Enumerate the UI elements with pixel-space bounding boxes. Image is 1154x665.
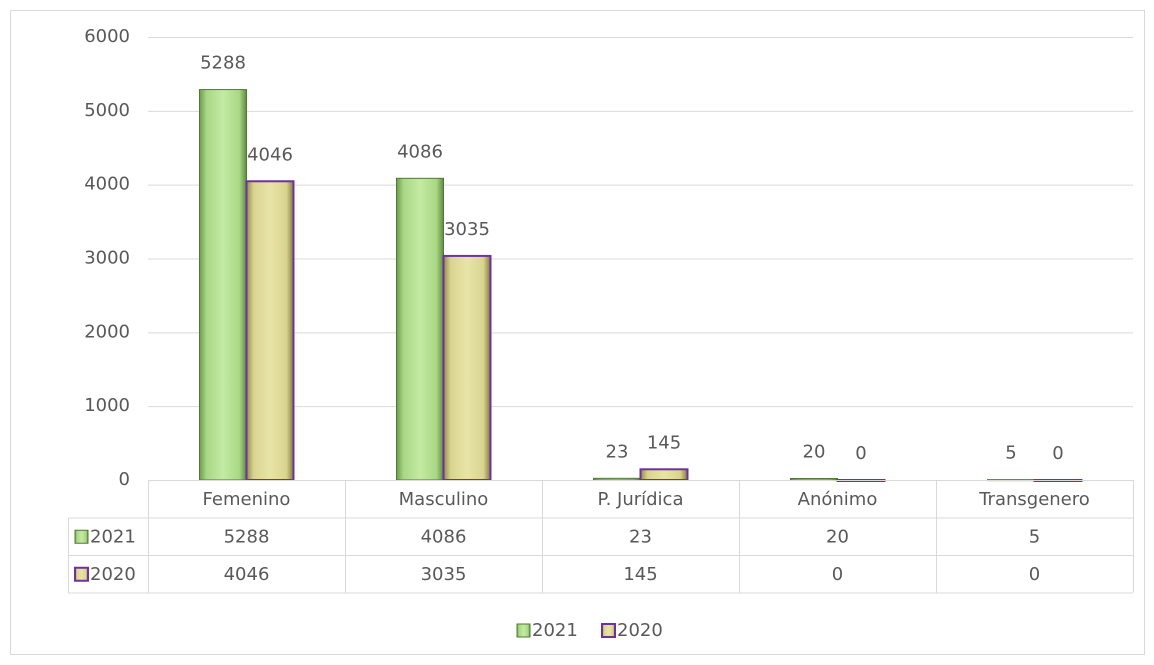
bar xyxy=(199,89,247,481)
legend-label: 2021 xyxy=(532,620,578,641)
table-legend-key xyxy=(74,566,89,582)
table-cell: 4086 xyxy=(421,526,467,547)
table-cell: 0 xyxy=(1029,564,1040,585)
table-row-header: 2021 xyxy=(90,526,136,547)
x-tick-label: Anónimo xyxy=(798,489,878,510)
data-label: 0 xyxy=(1052,443,1063,464)
x-tick-label: Transgenero xyxy=(978,489,1090,510)
bar xyxy=(790,478,838,481)
bar xyxy=(639,468,689,481)
table-cell: 5288 xyxy=(224,526,270,547)
y-tick-label: 6000 xyxy=(84,26,130,47)
data-label: 0 xyxy=(855,443,866,464)
table-cell: 0 xyxy=(832,564,843,585)
bar xyxy=(593,477,641,481)
data-label: 4046 xyxy=(247,144,293,165)
bar xyxy=(245,180,295,482)
legend-key xyxy=(601,623,616,638)
data-label: 4086 xyxy=(397,141,443,162)
data-label: 20 xyxy=(803,442,826,463)
bar xyxy=(442,254,492,481)
y-tick-label: 5000 xyxy=(84,100,130,121)
table-cell: 3035 xyxy=(421,564,467,585)
y-tick-label: 2000 xyxy=(84,321,130,342)
y-tick-label: 4000 xyxy=(84,174,130,195)
table-cell: 23 xyxy=(629,526,652,547)
table-cell: 145 xyxy=(623,564,657,585)
x-tick-label: Femenino xyxy=(203,489,291,510)
y-tick-label: 3000 xyxy=(84,248,130,269)
table-cell: 5 xyxy=(1029,526,1040,547)
x-tick-label: P. Jurídica xyxy=(598,489,684,510)
legend-label: 2020 xyxy=(617,620,663,641)
data-label: 3035 xyxy=(444,219,490,240)
table-legend-key xyxy=(74,529,89,544)
data-label: 23 xyxy=(606,441,629,462)
bar xyxy=(396,177,444,481)
data-label: 145 xyxy=(647,432,681,453)
legend-key xyxy=(516,623,531,638)
table-cell: 4046 xyxy=(224,564,270,585)
table-cell: 20 xyxy=(826,526,849,547)
data-label: 5288 xyxy=(200,53,246,74)
x-tick-label: Masculino xyxy=(399,489,489,510)
data-label: 5 xyxy=(1005,443,1016,464)
y-tick-label: 0 xyxy=(119,469,130,490)
y-tick-label: 1000 xyxy=(84,395,130,416)
table-row-header: 2020 xyxy=(90,564,136,585)
